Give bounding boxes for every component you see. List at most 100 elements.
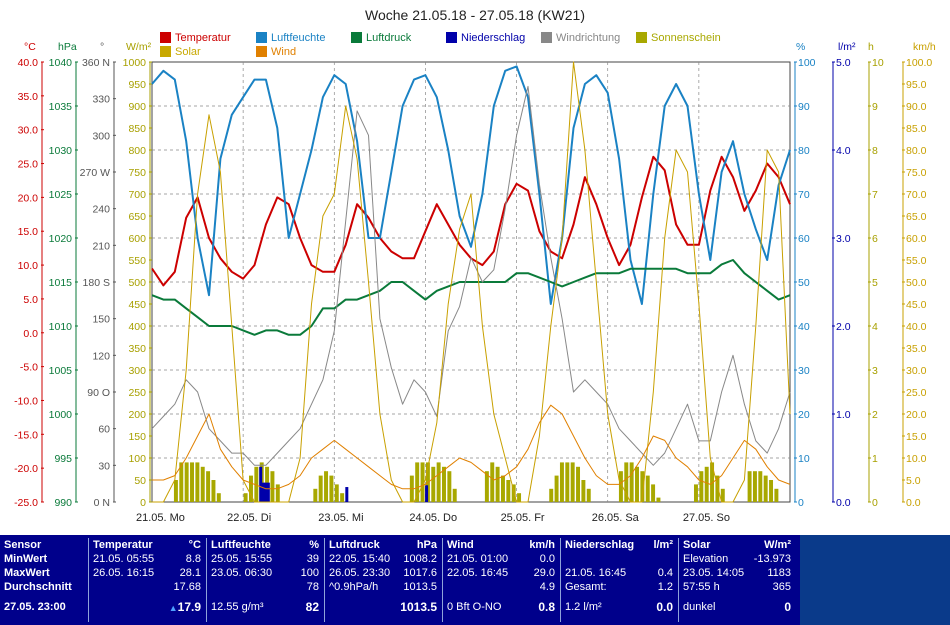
sonnenschein-bar [699,471,704,502]
sonnenschein-bar [506,480,511,502]
tick-label-press: 1000 [49,409,73,421]
tick-label-press: 995 [54,453,72,465]
tick-label-rain: 0.0 [836,497,851,509]
tick-label-dir: 330 [92,94,110,106]
tick-label-hum: 90 [798,101,810,113]
wind-current: 0.8 [538,600,555,614]
sonnenschein-bar [511,484,516,502]
tick-label-wind: 35.0 [906,343,927,355]
legend-swatch [160,46,171,57]
tick-label-press: 1025 [49,189,73,201]
series-line-luftdruck [151,259,791,336]
tick-label-solar: 50 [134,475,146,487]
desktop-background [800,535,950,625]
tick-label-sun: 6 [872,233,878,245]
tick-label-dir: 150 [92,314,110,326]
legend-label: Luftfeuchte [271,32,325,44]
tick-label-solar: 600 [128,233,146,245]
sonnenschein-bar [318,475,323,502]
sonnenschein-bar [324,471,329,502]
tick-label-dir: 30 [98,460,110,472]
axis-unit-rain: l/m² [838,41,856,53]
hum-current: 82 [305,600,319,614]
niederschlag-bar [266,482,270,502]
tick-label-sun: 2 [872,409,878,421]
temp-current: 17.9 [177,600,201,614]
tick-label-press: 1010 [49,321,73,333]
stats-col-niederschlag: Niederschlag l/m² 21.05. 16:45 0.4 Gesamt:… [560,538,677,622]
wind-bft: 0 Bft O-NO [447,601,502,613]
tick-label-solar: 550 [128,255,146,267]
tick-label-dir: 90 O [87,387,110,399]
sonnenschein-bar [618,471,623,502]
stats-header-hum: Luftfeuchte [211,539,271,551]
tick-label-dir: 120 [92,350,110,362]
sonnenschein-bar [629,462,634,502]
sonnenschein-bar [656,497,661,502]
legend-label: Windrichtung [556,32,620,44]
sonnenschein-bar [431,466,436,502]
wind-max-time: 22.05. 16:45 [447,567,509,579]
tick-label-press: 1020 [49,233,73,245]
tick-label-wind: 50.0 [906,277,927,289]
press-min-time: 22.05. 15:40 [329,553,391,565]
stats-unit-temp: °C [188,539,201,551]
sonnenschein-bar [769,480,774,502]
tick-label-dir: 210 [92,240,110,252]
sonnenschein-bar [565,462,570,502]
tick-label-rain: 3.0 [836,233,851,245]
tick-label-sun: 5 [872,277,878,289]
tick-label-sun: 4 [872,321,878,333]
sonnenschein-bar [576,466,581,502]
tick-label-solar: 0 [140,497,146,509]
sonnenschein-bar [720,488,725,502]
legend-label: Solar [175,46,201,58]
stats-header-temp: Temperatur [93,539,153,551]
stats-header-solar: Solar [683,539,711,551]
sonnenschein-bar [195,462,200,502]
sonnenschein-bar [442,466,446,502]
stats-unit-rain: l/m² [653,539,673,551]
rain-current: 0.0 [656,600,673,614]
stats-label-min: MinWert [4,553,48,565]
x-tick-label: 25.05. Fr [501,512,545,524]
tick-label-hum: 100 [798,57,816,69]
tick-label-solar: 300 [128,365,146,377]
sonnenschein-bar [747,471,752,502]
sonnenschein-bar [415,462,420,502]
tick-label-wind: 55.0 [906,255,927,267]
sonnenschein-bar [206,471,211,502]
tick-label-dir: 360 N [82,57,110,69]
sonnenschein-bar [313,488,318,502]
axis-unit-sun: h [868,41,874,53]
niederschlag-bar [259,466,263,502]
tick-label-sun: 9 [872,101,878,113]
stats-unit-wind: km/h [529,539,555,551]
series-line-solar [152,61,791,503]
tick-label-temp: 20.0 [18,192,39,204]
stats-header-press: Luftdruck [329,539,380,551]
tick-label-rain: 4.0 [836,145,851,157]
tick-label-hum: 80 [798,145,810,157]
rain-max: 0.4 [657,567,673,579]
sonnenschein-bar [329,475,334,502]
axis-unit-solar: W/m² [126,41,152,53]
sonnenschein-bar [436,462,441,502]
stats-header-wind: Wind [447,539,474,551]
tick-label-wind: 40.0 [906,321,927,333]
solar-elev-label: Elevation [683,553,729,565]
sonnenschein-bar [495,466,500,502]
tick-label-press: 1005 [49,365,73,377]
tick-label-solar: 100 [128,453,146,465]
tick-label-wind: 100.0 [906,57,932,69]
tick-label-solar: 700 [128,189,146,201]
hum-min: 39 [306,553,319,565]
legend-label: Luftdruck [366,32,412,44]
sonnenschein-bar [693,484,698,502]
tick-label-solar: 400 [128,321,146,333]
tick-label-wind: 15.0 [906,431,927,443]
tick-label-solar: 900 [128,101,146,113]
tick-label-wind: 65.0 [906,211,927,223]
niederschlag-bar [425,485,429,502]
temp-avg: 17.68 [173,581,201,593]
